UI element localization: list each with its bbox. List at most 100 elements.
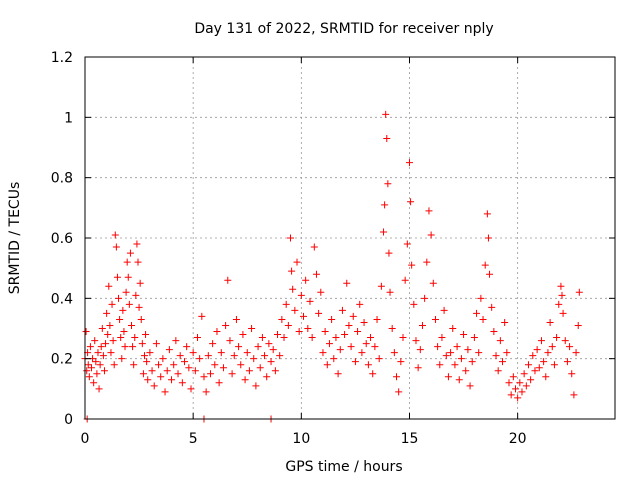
data-point <box>183 343 191 351</box>
data-point <box>168 376 176 384</box>
data-point <box>174 370 182 378</box>
data-point <box>202 388 210 396</box>
data-point <box>155 361 163 369</box>
data-point <box>393 373 401 381</box>
data-point <box>189 349 197 357</box>
data-point <box>367 334 375 342</box>
data-point <box>159 355 167 363</box>
data-point <box>130 361 138 369</box>
data-point <box>198 312 206 320</box>
data-point <box>187 385 195 393</box>
data-point <box>451 361 459 369</box>
data-point <box>477 294 485 302</box>
data-point <box>555 300 563 308</box>
data-point <box>284 321 292 329</box>
data-point <box>385 249 393 257</box>
data-point <box>570 391 578 399</box>
data-point <box>557 282 565 290</box>
data-point <box>553 334 561 342</box>
data-point <box>263 373 271 381</box>
data-point <box>464 346 472 354</box>
data-point <box>438 334 446 342</box>
data-point <box>107 349 115 357</box>
y-tick-label: 0.8 <box>51 171 73 187</box>
data-point <box>535 364 543 372</box>
data-point <box>105 282 113 290</box>
data-point <box>462 367 470 375</box>
data-point <box>258 334 266 342</box>
data-point <box>434 343 442 351</box>
x-tick-label: 5 <box>189 431 198 447</box>
data-point <box>559 309 567 317</box>
data-point <box>460 331 468 339</box>
data-point <box>408 261 416 269</box>
data-point <box>325 340 333 348</box>
data-point <box>193 334 201 342</box>
data-point <box>550 361 558 369</box>
data-point <box>117 334 125 342</box>
data-point <box>486 270 494 278</box>
data-point <box>293 258 301 266</box>
data-point <box>544 349 552 357</box>
data-point <box>440 306 448 314</box>
data-point <box>444 373 452 381</box>
data-point <box>338 306 346 314</box>
data-point <box>295 328 303 336</box>
data-point <box>109 337 117 345</box>
x-axis-label: GPS time / hours <box>285 459 402 475</box>
data-point <box>546 318 554 326</box>
data-point <box>96 361 104 369</box>
data-point <box>237 361 245 369</box>
data-point <box>511 385 519 393</box>
data-point <box>282 300 290 308</box>
data-point <box>358 349 366 357</box>
data-point <box>82 328 90 336</box>
data-point <box>542 373 550 381</box>
data-point <box>447 349 455 357</box>
data-point <box>288 267 296 275</box>
data-point <box>516 379 524 387</box>
data-point <box>245 367 253 375</box>
data-point <box>265 340 273 348</box>
data-point <box>375 355 383 363</box>
data-point <box>395 388 403 396</box>
data-point <box>572 349 580 357</box>
data-point <box>140 352 148 360</box>
data-point <box>123 258 131 266</box>
data-point <box>84 361 92 369</box>
axis-ticks <box>84 56 615 420</box>
data-point <box>362 340 370 348</box>
data-point <box>431 315 439 323</box>
data-point <box>312 270 320 278</box>
data-point <box>436 361 444 369</box>
data-point <box>241 376 249 384</box>
data-point <box>213 328 221 336</box>
data-point <box>256 364 264 372</box>
data-point <box>423 258 431 266</box>
data-point <box>178 379 186 387</box>
data-point <box>388 325 396 332</box>
data-point <box>261 352 269 360</box>
y-tick-label: 0 <box>64 412 73 428</box>
data-point <box>304 325 312 332</box>
data-point <box>373 315 381 323</box>
data-point <box>93 370 101 378</box>
data-point <box>161 388 169 396</box>
data-point <box>302 276 310 284</box>
data-point <box>548 343 556 351</box>
data-point <box>196 355 204 363</box>
data-point <box>297 291 305 299</box>
data-point <box>496 337 504 345</box>
data-point <box>341 331 349 339</box>
data-point <box>91 337 99 345</box>
data-point <box>457 355 465 363</box>
data-point <box>410 300 418 308</box>
data-point <box>185 364 193 372</box>
data-point <box>250 355 258 363</box>
data-point <box>308 334 316 342</box>
data-point <box>377 282 385 290</box>
data-point <box>533 346 541 354</box>
data-point <box>132 291 140 299</box>
data-point <box>128 321 136 329</box>
